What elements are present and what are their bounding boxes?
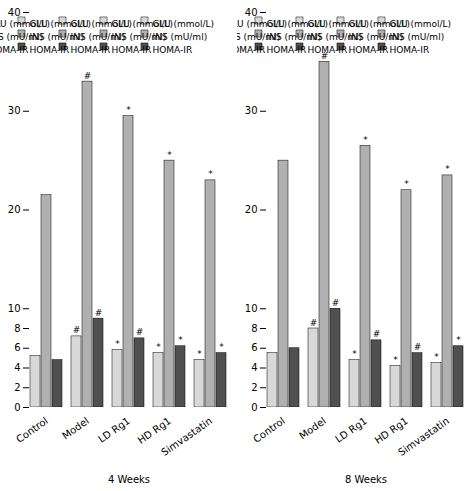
svg-text:Control: Control	[251, 415, 287, 445]
svg-text:#: #	[136, 327, 144, 337]
svg-text:*: *	[363, 135, 368, 145]
svg-text:INS (mU/ml): INS (mU/ml)	[307, 31, 363, 42]
svg-text:*: *	[178, 335, 183, 345]
svg-text:0: 0	[251, 402, 257, 413]
svg-text:0: 0	[14, 402, 20, 413]
svg-text:8 Weeks: 8 Weeks	[345, 474, 387, 485]
svg-text:30: 30	[245, 105, 258, 116]
svg-text:Model: Model	[60, 415, 91, 441]
svg-text:#: #	[310, 318, 318, 328]
svg-text:Simvastatin: Simvastatin	[159, 415, 214, 458]
svg-text:*: *	[167, 150, 172, 160]
svg-text:*: *	[434, 352, 439, 362]
svg-text:*: *	[445, 164, 450, 174]
svg-text:2: 2	[14, 382, 20, 393]
svg-text:LD Rg1: LD Rg1	[333, 415, 369, 445]
svg-text:*: *	[156, 342, 161, 352]
svg-text:INS (mU/ml): INS (mU/ml)	[390, 32, 445, 42]
svg-text:20: 20	[245, 204, 258, 215]
svg-text:HOMA-IR: HOMA-IR	[112, 45, 152, 55]
svg-text:GLU (mmol/L): GLU (mmol/L)	[153, 19, 215, 29]
svg-text:Model: Model	[297, 415, 328, 441]
svg-text:8: 8	[14, 323, 20, 334]
svg-text:LD Rg1: LD Rg1	[96, 415, 132, 445]
svg-text:#: #	[73, 325, 81, 335]
svg-text:INS (mU/ml): INS (mU/ml)	[153, 32, 208, 42]
svg-text:*: *	[115, 339, 120, 349]
svg-text:GLU (mmol/L): GLU (mmol/L)	[111, 18, 174, 29]
svg-text:*: *	[404, 179, 409, 189]
svg-text:HOMA-IR: HOMA-IR	[0, 45, 28, 55]
svg-text:Control: Control	[14, 415, 50, 445]
svg-text:#: #	[84, 71, 92, 81]
svg-text:6: 6	[14, 342, 20, 353]
svg-text:#: #	[373, 329, 381, 339]
svg-text:GLU (mmol/L): GLU (mmol/L)	[70, 18, 133, 29]
svg-text:HOMA-IR: HOMA-IR	[237, 45, 265, 55]
svg-text:*: *	[352, 349, 357, 359]
svg-text:30: 30	[8, 105, 21, 116]
svg-text:HOMA-IR: HOMA-IR	[308, 45, 348, 55]
svg-text:10: 10	[8, 303, 21, 314]
svg-text:HOMA-IR: HOMA-IR	[349, 45, 389, 55]
svg-text:*: *	[219, 342, 224, 352]
svg-text:#: #	[332, 298, 340, 308]
svg-text:40: 40	[8, 7, 21, 18]
svg-text:GLU (mmol/L): GLU (mmol/L)	[348, 18, 411, 29]
svg-text:HOMA-IR: HOMA-IR	[71, 45, 111, 55]
svg-text:INS (mU/ml): INS (mU/ml)	[348, 31, 404, 42]
svg-text:*: *	[393, 355, 398, 365]
svg-text:4: 4	[251, 362, 257, 373]
svg-text:GLU (mmol/L): GLU (mmol/L)	[307, 18, 370, 29]
svg-text:*: *	[126, 105, 131, 115]
svg-text:10: 10	[245, 303, 258, 314]
svg-text:HOMA-IR: HOMA-IR	[390, 45, 430, 55]
svg-text:HOMA-IR: HOMA-IR	[30, 45, 70, 55]
svg-text:4 Weeks: 4 Weeks	[108, 474, 150, 485]
svg-text:8: 8	[251, 323, 257, 334]
svg-text:INS (mU/ml): INS (mU/ml)	[70, 31, 126, 42]
svg-text:GLU (mmol/L): GLU (mmol/L)	[390, 19, 452, 29]
svg-text:#: #	[95, 308, 103, 318]
svg-text:Simvastatin: Simvastatin	[396, 415, 451, 458]
svg-text:4: 4	[14, 362, 20, 373]
svg-text:40: 40	[245, 7, 258, 18]
svg-text:*: *	[197, 349, 202, 359]
svg-text:HOMA-IR: HOMA-IR	[267, 45, 307, 55]
svg-text:HD Rg1: HD Rg1	[135, 415, 172, 446]
svg-text:HOMA-IR: HOMA-IR	[153, 45, 193, 55]
svg-text:*: *	[208, 169, 213, 179]
svg-text:HD Rg1: HD Rg1	[372, 415, 409, 446]
svg-text:#: #	[414, 342, 422, 352]
svg-text:20: 20	[8, 204, 21, 215]
svg-text:2: 2	[251, 382, 257, 393]
svg-text:6: 6	[251, 342, 257, 353]
svg-text:INS (mU/ml): INS (mU/ml)	[111, 31, 167, 42]
svg-text:*: *	[456, 335, 461, 345]
